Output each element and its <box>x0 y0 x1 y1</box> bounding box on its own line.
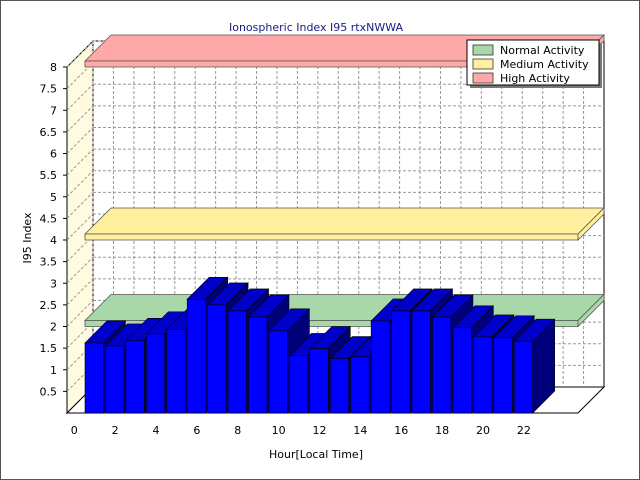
bar-front <box>248 316 268 414</box>
bar <box>513 318 556 414</box>
y-tick-label: 6.5 <box>40 126 58 139</box>
bar-front <box>186 298 206 414</box>
bar-front <box>207 304 227 414</box>
band-medium-activity <box>84 207 605 241</box>
y-tick-label: 6 <box>50 148 57 161</box>
band-top <box>84 207 605 235</box>
y-tick-label: 3.5 <box>40 256 58 269</box>
y-tick-label: 3 <box>50 277 57 290</box>
bar-front <box>370 320 390 414</box>
y-tick-label: 5.5 <box>40 169 58 182</box>
x-axis-label: Hour[Local Time] <box>269 448 363 461</box>
bar-front <box>391 310 411 414</box>
y-tick-label: 7 <box>50 104 57 117</box>
y-tick-label: 2 <box>50 321 57 334</box>
x-tick-label: 22 <box>517 424 531 437</box>
bar-front <box>411 310 431 414</box>
y-tick-label: 7.5 <box>40 83 58 96</box>
bar-front <box>146 333 166 414</box>
bar-front <box>166 329 186 414</box>
bar-front <box>329 358 350 414</box>
y-tick-label: 0.5 <box>40 385 58 398</box>
legend-swatch <box>472 72 494 84</box>
legend-swatch <box>472 44 494 56</box>
bar-front <box>432 316 452 414</box>
y-axis-label: I95 Index <box>21 212 34 264</box>
gridline-side <box>66 83 94 111</box>
y-tick-label: 4 <box>50 234 57 247</box>
gridline-side <box>66 105 94 133</box>
legend-label: Medium Activity <box>500 58 589 71</box>
x-tick-label: 14 <box>353 424 367 437</box>
band-side <box>577 293 605 328</box>
y-tick-label: 1 <box>50 364 57 377</box>
chart-title: Ionospheric Index I95 rtxNWWA <box>229 21 403 34</box>
gridline-side <box>66 170 94 198</box>
bar-front <box>105 345 125 414</box>
gridline-side <box>66 300 94 327</box>
gridline-side <box>66 40 94 68</box>
x-tick-label: 4 <box>152 424 159 437</box>
bar-front <box>309 348 329 414</box>
band-side <box>577 207 605 241</box>
y-tick-label: 8 <box>50 61 57 74</box>
bar-front <box>125 340 145 414</box>
legend-label: Normal Activity <box>500 44 585 57</box>
x-tick-label: 16 <box>394 424 408 437</box>
gridline-side <box>66 148 94 176</box>
x-tick-label: 8 <box>234 424 241 437</box>
x-tick-label: 0 <box>71 424 78 437</box>
y-tick-label: 1.5 <box>40 342 58 355</box>
y-tick-label: 5 <box>50 191 57 204</box>
gridline-side <box>66 127 94 154</box>
plot-area: 0.5 1 1.5 2 2.5 3 3.5 4 4.5 5 5.5 6 6.5 7 7.5 8 0 2 4 6 8 10 1… <box>40 34 606 437</box>
x-tick-label: 10 <box>272 424 286 437</box>
bar-front <box>513 340 533 414</box>
bar-front <box>268 330 288 414</box>
bar-front <box>84 342 104 414</box>
band-front <box>84 233 579 241</box>
gridline-side <box>66 213 94 241</box>
gridline-side <box>66 278 94 306</box>
bar-front <box>452 327 472 414</box>
bar-front <box>473 336 493 414</box>
x-tick-label: 12 <box>313 424 327 437</box>
bar-front <box>289 355 309 414</box>
bar-front <box>350 356 370 414</box>
gridline-side <box>66 256 94 284</box>
x-tick-label: 20 <box>476 424 490 437</box>
gridline-side <box>66 192 94 219</box>
bar-front <box>227 310 247 414</box>
x-tick-label: 18 <box>435 424 449 437</box>
x-tick-label: 6 <box>193 424 200 437</box>
y-tick-label: 4.5 <box>40 212 58 225</box>
legend-label: High Activity <box>500 72 570 85</box>
x-tick-label: 2 <box>112 424 119 437</box>
y-tick-label: 2.5 <box>40 299 58 312</box>
legend-swatch <box>472 58 494 70</box>
bar-front <box>493 337 513 414</box>
